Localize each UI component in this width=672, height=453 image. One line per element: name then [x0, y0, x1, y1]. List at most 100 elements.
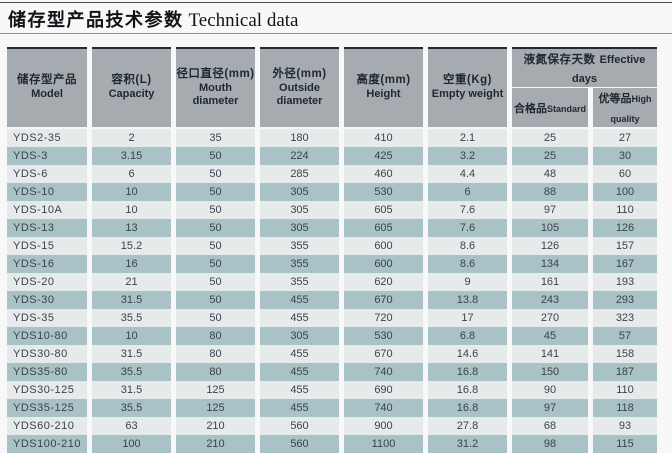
- value-cell: 180: [260, 128, 339, 147]
- model-cell: YDS30-125: [7, 380, 87, 399]
- value-cell: 50: [176, 236, 255, 255]
- col-header-effective-days: 液氮保存天数 Effective days: [512, 47, 657, 89]
- value-cell: 8.6: [428, 254, 507, 273]
- page-title-en: Technical data: [188, 10, 299, 31]
- value-cell: 3.15: [92, 146, 171, 165]
- value-cell: 50: [176, 164, 255, 183]
- value-cell: 740: [344, 398, 423, 417]
- value-cell: 740: [344, 362, 423, 381]
- value-cell: 210: [176, 416, 255, 435]
- value-cell: 35: [176, 128, 255, 147]
- value-cell: 560: [260, 416, 339, 435]
- value-cell: 80: [176, 362, 255, 381]
- value-cell: 31.5: [92, 290, 171, 309]
- value-cell: 600: [344, 236, 423, 255]
- value-cell: 50: [176, 272, 255, 291]
- value-cell: 35.5: [92, 308, 171, 327]
- value-cell: 323: [593, 308, 657, 327]
- value-cell: 35.5: [92, 362, 171, 381]
- value-cell: 50: [176, 290, 255, 309]
- table-row: YDS-15 15.2 50 355 600 8.6 126 157: [7, 236, 657, 255]
- value-cell: 9: [428, 272, 507, 291]
- model-cell: YDS10-80: [7, 326, 87, 345]
- page-title-zh: 储存型产品技术参数: [8, 10, 184, 30]
- value-cell: 425: [344, 146, 423, 165]
- model-cell: YDS2-35: [7, 128, 87, 147]
- value-cell: 50: [176, 200, 255, 219]
- value-cell: 110: [593, 200, 657, 219]
- col-header-empty-weight: 空重(Kg) Empty weight: [428, 47, 507, 129]
- value-cell: 720: [344, 308, 423, 327]
- value-cell: 63: [92, 416, 171, 435]
- col-header-mouth-diameter-en: Mouth diameter: [192, 81, 239, 107]
- value-cell: 7.6: [428, 200, 507, 219]
- value-cell: 31.5: [92, 380, 171, 399]
- value-cell: 31.5: [92, 344, 171, 363]
- value-cell: 125: [176, 398, 255, 417]
- col-header-model-en: Model: [31, 88, 63, 101]
- value-cell: 355: [260, 272, 339, 291]
- model-cell: YDS35-80: [7, 362, 87, 381]
- value-cell: 93: [593, 416, 657, 435]
- col-header-model: 储存型产品 Model: [7, 47, 87, 129]
- value-cell: 8.6: [428, 236, 507, 255]
- value-cell: 105: [512, 218, 588, 237]
- value-cell: 455: [260, 362, 339, 381]
- model-cell: YDS-13: [7, 218, 87, 237]
- table-row: YDS-20 21 50 355 620 9 161 193: [7, 272, 657, 291]
- value-cell: 305: [260, 182, 339, 201]
- value-cell: 605: [344, 218, 423, 237]
- value-cell: 60: [593, 164, 657, 183]
- col-header-outside-diameter-zh: 外径(mm): [272, 67, 327, 80]
- table-row: YDS35-125 35.5 125 455 740 16.8 97 118: [7, 398, 657, 417]
- value-cell: 125: [176, 380, 255, 399]
- model-cell: YDS35-125: [7, 398, 87, 417]
- value-cell: 530: [344, 326, 423, 345]
- value-cell: 25: [512, 146, 588, 165]
- table-row: YDS-10A 10 50 305 605 7.6 97 110: [7, 200, 657, 219]
- value-cell: 605: [344, 200, 423, 219]
- table-row: YDS-6 6 50 285 460 4.4 48 60: [7, 164, 657, 183]
- value-cell: 110: [593, 380, 657, 399]
- col-header-outside-diameter-en: Outside diameter: [276, 81, 323, 107]
- value-cell: 45: [512, 326, 588, 345]
- value-cell: 355: [260, 236, 339, 255]
- model-cell: YDS-30: [7, 290, 87, 309]
- table-row: YDS-35 35.5 50 455 720 17 270 323: [7, 308, 657, 327]
- value-cell: 158: [593, 344, 657, 363]
- col-header-empty-weight-en: Empty weight: [431, 88, 504, 101]
- value-cell: 80: [176, 344, 255, 363]
- page-title: 储存型产品技术参数 Technical data: [8, 6, 298, 32]
- value-cell: 97: [512, 398, 588, 417]
- value-cell: 6: [92, 164, 171, 183]
- col-header-mouth-diameter-zh: 径口直径(mm): [176, 67, 255, 80]
- value-cell: 10: [92, 326, 171, 345]
- value-cell: 16: [92, 254, 171, 273]
- col-header-standard: 合格品Standard: [512, 88, 588, 129]
- value-cell: 10: [92, 182, 171, 201]
- value-cell: 210: [176, 434, 255, 453]
- value-cell: 455: [260, 308, 339, 327]
- value-cell: 161: [512, 272, 588, 291]
- value-cell: 30: [593, 146, 657, 165]
- value-cell: 670: [344, 290, 423, 309]
- title-rule: [0, 33, 672, 34]
- value-cell: 17: [428, 308, 507, 327]
- value-cell: 224: [260, 146, 339, 165]
- value-cell: 14.6: [428, 344, 507, 363]
- model-cell: YDS-15: [7, 236, 87, 255]
- value-cell: 97: [512, 200, 588, 219]
- value-cell: 620: [344, 272, 423, 291]
- col-header-standard-en: Standard: [546, 103, 586, 114]
- value-cell: 187: [593, 362, 657, 381]
- value-cell: 2: [92, 128, 171, 147]
- col-header-capacity-zh: 容积(L): [111, 74, 152, 87]
- value-cell: 243: [512, 290, 588, 309]
- value-cell: 100: [92, 434, 171, 453]
- value-cell: 150: [512, 362, 588, 381]
- model-cell: YDS-3: [7, 146, 87, 165]
- model-cell: YDS-35: [7, 308, 87, 327]
- value-cell: 31.2: [428, 434, 507, 453]
- value-cell: 25: [512, 128, 588, 147]
- value-cell: 50: [176, 254, 255, 273]
